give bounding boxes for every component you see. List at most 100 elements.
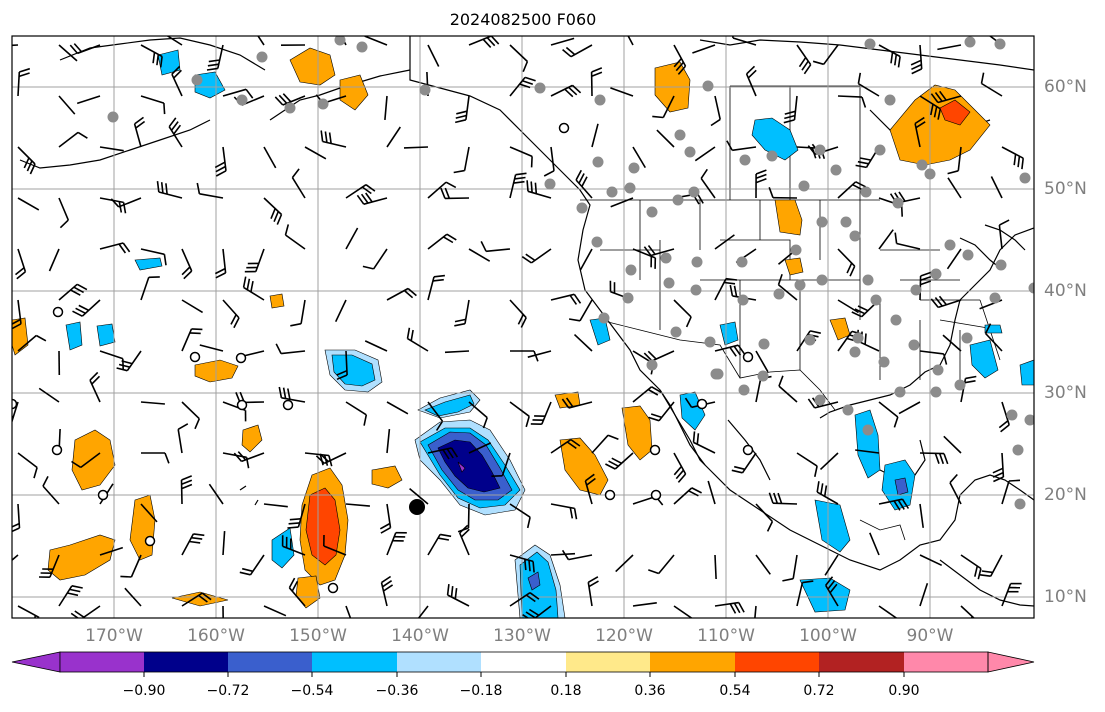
wind-barb-feather [564, 88, 574, 98]
wind-barb-feather [242, 276, 247, 288]
wind-barb-feather [443, 236, 454, 244]
wind-barb-feather [766, 521, 774, 532]
wind-barb-feather [482, 417, 488, 429]
wind-barb-feather [71, 460, 82, 469]
wind-barb [509, 44, 528, 63]
wind-barb-feather [755, 178, 767, 184]
wind-barb-feather [405, 617, 407, 618]
wind-barb-feather [726, 140, 733, 151]
wind-barb-feather [525, 594, 536, 603]
station-dot [1024, 414, 1034, 426]
station-dot [660, 252, 672, 264]
wind-barb-feather [454, 318, 466, 323]
wind-barb-feather [206, 67, 218, 71]
wind-barb-feather [403, 289, 414, 299]
station-dot [691, 256, 703, 268]
calm-wind-circle [604, 489, 616, 501]
wind-barb-feather [191, 328, 203, 331]
lon-label-170w: 170°W [85, 626, 143, 646]
wind-barb-feather [435, 420, 444, 431]
wind-barb-feather [724, 281, 736, 285]
wind-barb-feather [934, 92, 943, 102]
station-dot [773, 288, 785, 300]
colorbar-tick: 0.54 [719, 683, 751, 699]
wind-barb-feather [189, 332, 201, 335]
wind-barb [181, 401, 200, 420]
wind-barb-feather [89, 371, 99, 381]
wind-barb-feather [827, 580, 836, 590]
wind-barb-feather [336, 369, 348, 376]
wind-barb-feather [74, 610, 85, 618]
wind-barb-feather [110, 198, 120, 208]
wind-barb [857, 83, 880, 97]
wind-barb [656, 129, 675, 148]
wind-barb-feather [356, 194, 365, 205]
wind-barb-feather [26, 160, 33, 172]
wind-barb-feather [773, 492, 779, 504]
positive-region-hudson [889, 84, 991, 166]
colorbar-tick: 0.18 [550, 683, 582, 699]
wind-barb-feather [91, 375, 101, 385]
station-dot [849, 230, 861, 242]
wind-barb-feather [73, 43, 83, 53]
wind-barb-feather [278, 386, 283, 398]
wind-barb [263, 605, 287, 617]
wind-barb-feather [250, 280, 254, 293]
wind-barb [501, 452, 511, 477]
wind-barb-feather [246, 278, 251, 290]
wind-barb-feather [214, 267, 226, 275]
wind-barb-feather [73, 286, 84, 294]
wind-barb-feather [171, 65, 181, 75]
wind-barb-feather [688, 490, 699, 497]
wind-barb-feather [446, 448, 454, 459]
station-dot [688, 186, 700, 198]
wind-barb-feather [275, 343, 282, 354]
wind-barb-feather [406, 327, 411, 339]
wind-barb [579, 248, 593, 271]
wind-barb [732, 37, 757, 46]
wind-barb-feather [812, 60, 824, 66]
station-dot [884, 94, 896, 106]
wind-barb [990, 176, 1003, 199]
wind-barb [140, 248, 165, 256]
wind-barb-feather [72, 310, 83, 317]
wind-barb [222, 531, 226, 556]
wind-barb-feather [517, 314, 525, 325]
wind-barb [796, 452, 818, 467]
wind-barb-feather [173, 124, 182, 135]
wind-barb [38, 387, 60, 403]
wind-barb-feather [569, 507, 574, 519]
wind-barb-feather [407, 287, 417, 297]
wind-barb-feather [734, 465, 746, 471]
lon-label-110w: 110°W [697, 626, 755, 646]
wind-barb-feather [291, 168, 300, 179]
wind-barb-feather [450, 447, 459, 458]
wind-barb-feather [456, 110, 468, 115]
station-dot [592, 156, 604, 168]
station-dot [191, 74, 203, 86]
wind-barb [208, 483, 224, 505]
lon-label-160w: 160°W [187, 626, 245, 646]
wind-barb-feather [446, 584, 450, 596]
station-dot [107, 111, 119, 123]
wind-barb-feather [725, 277, 738, 281]
wind-barb-feather [12, 527, 20, 533]
wind-barb-feather [529, 592, 540, 600]
station-dot [758, 338, 770, 350]
wind-barb-feather [586, 477, 596, 486]
wind-barb-feather [857, 72, 862, 84]
wind-barb-feather [934, 453, 940, 464]
wind-barb [58, 44, 78, 62]
wind-barb [591, 434, 609, 454]
wind-barb-feather [650, 413, 662, 419]
wind-barb-feather [163, 103, 166, 115]
wind-barb [957, 146, 962, 171]
wind-barb [714, 554, 717, 580]
wind-barb-feather [608, 460, 619, 467]
wind-barb [919, 350, 944, 355]
wind-barb [878, 401, 899, 418]
station-dot [704, 336, 716, 348]
wind-barb-feather [755, 173, 767, 180]
wind-barb-feather [652, 115, 664, 119]
wind-barb [714, 234, 735, 250]
